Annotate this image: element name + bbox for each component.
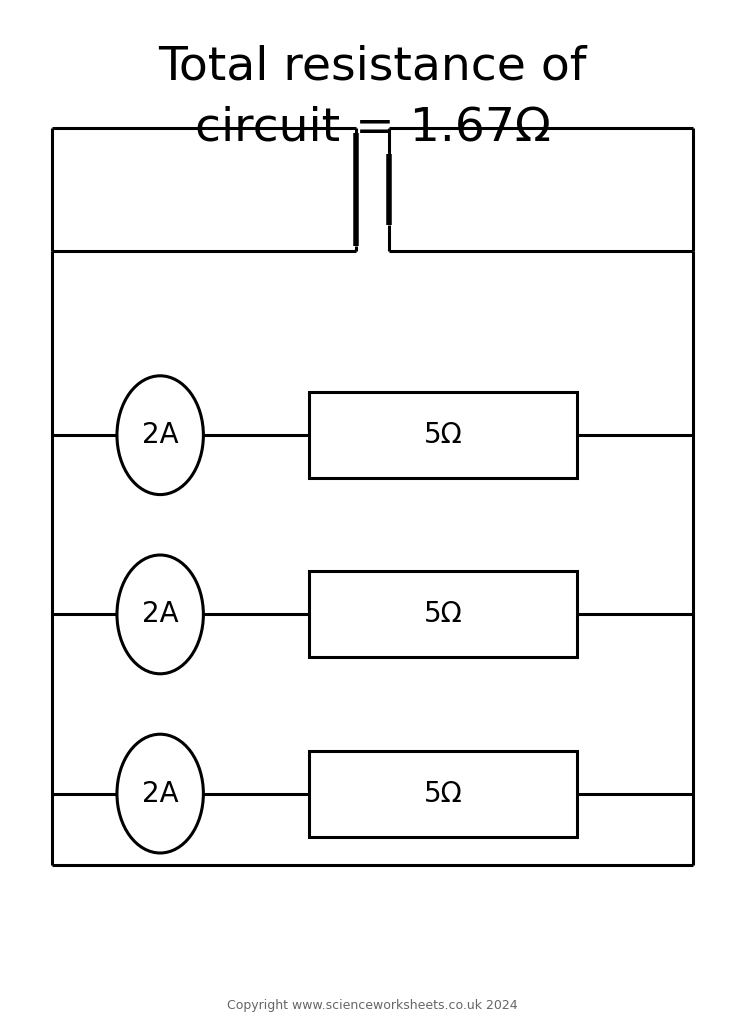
Text: circuit = 1.67Ω: circuit = 1.67Ω: [194, 105, 551, 151]
Bar: [309, 392, 577, 478]
Text: 5Ω: 5Ω: [424, 600, 463, 629]
Bar: [309, 571, 577, 657]
Text: Copyright www.scienceworksheets.co.uk 2024: Copyright www.scienceworksheets.co.uk 20…: [227, 999, 518, 1012]
Text: Total resistance of: Total resistance of: [158, 44, 587, 89]
Text: 5Ω: 5Ω: [424, 779, 463, 808]
Text: 2A: 2A: [142, 779, 179, 808]
Text: 2A: 2A: [142, 421, 179, 450]
Bar: [309, 751, 577, 837]
Text: 2A: 2A: [142, 600, 179, 629]
Text: 5Ω: 5Ω: [424, 421, 463, 450]
